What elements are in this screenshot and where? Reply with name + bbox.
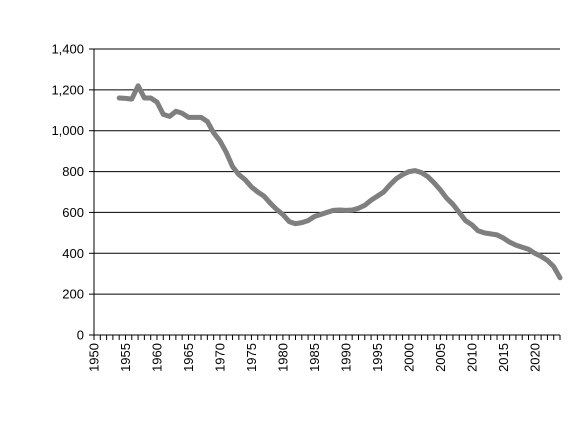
- axes: [89, 48, 561, 340]
- x-tick-label: 1995: [370, 343, 385, 372]
- y-tick-label: 1,000: [51, 123, 84, 138]
- x-tick-label: 2000: [401, 343, 416, 372]
- x-tick-label: 2010: [464, 343, 479, 372]
- x-tick-label: 2015: [496, 343, 511, 372]
- y-tick-label: 400: [62, 246, 84, 261]
- y-tick-label: 0: [77, 328, 84, 343]
- x-tick-label: 1980: [275, 343, 290, 372]
- x-tick-label: 2005: [433, 343, 448, 372]
- y-tick-label: 1,400: [51, 42, 84, 57]
- x-tick-label: 1975: [244, 343, 259, 372]
- gridlines: [94, 48, 560, 295]
- x-tick-label: 1955: [118, 343, 133, 372]
- x-tick-label: 1965: [181, 343, 196, 372]
- series-group: [116, 83, 563, 281]
- y-tick-label: 1,200: [51, 82, 84, 97]
- x-tick-label: 1960: [149, 343, 164, 372]
- x-tick-label: 1950: [87, 343, 102, 372]
- y-tick-label: 600: [62, 205, 84, 220]
- y-tick-label: 800: [62, 164, 84, 179]
- x-tick-label: 1985: [307, 343, 322, 372]
- series-line-0: [116, 83, 563, 281]
- x-axis-tick-labels: 1950 1955 1960 1965 1970 1975 1980 1985 1990 1995…: [87, 343, 543, 372]
- x-tick-label: 2020: [527, 343, 542, 372]
- y-axis-tick-labels: 0 200 400 600 800 1,000 1,200 1,400: [51, 42, 84, 343]
- y-tick-label: 200: [62, 287, 84, 302]
- x-tick-label: 1970: [212, 343, 227, 372]
- x-tick-label: 1990: [338, 343, 353, 372]
